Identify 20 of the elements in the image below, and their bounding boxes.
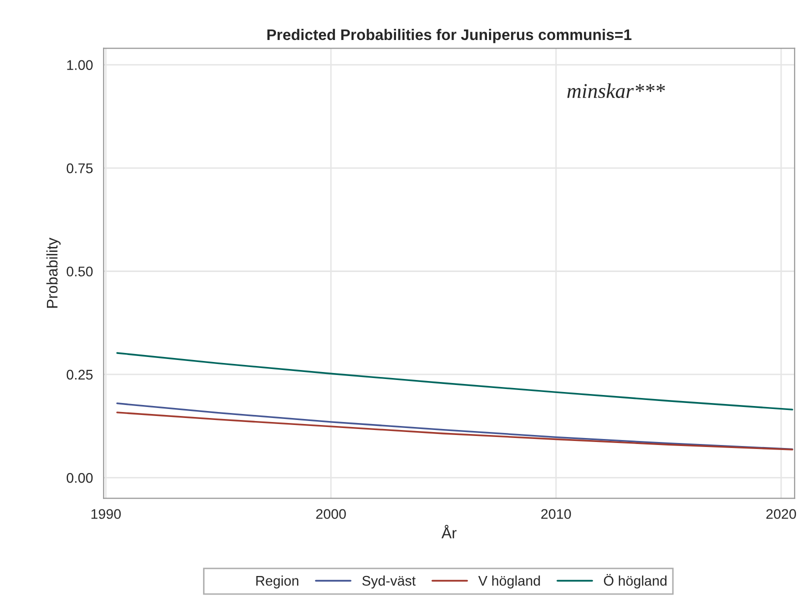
line-series [116, 402, 794, 450]
line-series [116, 412, 794, 450]
y-tick-label: 0.00 [66, 472, 93, 483]
line-series [116, 352, 794, 410]
annotation: minskar*** [567, 83, 665, 98]
y-tick-label: 0.75 [66, 163, 93, 174]
legend-title: Region [256, 576, 298, 588]
y-tick-label: 0.25 [66, 370, 93, 380]
y-tick-label: 0.50 [66, 266, 93, 276]
legend-label: V högland [478, 576, 540, 588]
chart-title: Predicted Probabilities for Juniperus communis=1 [267, 28, 632, 44]
y-tick-label: 1.00 [67, 60, 93, 70]
legend-label: Ö högland [604, 574, 666, 588]
y-axis-title: Probability [46, 238, 61, 308]
x-tick-label: 2010 [541, 509, 571, 519]
x-tick-label: 2020 [766, 509, 796, 519]
x-axis-title: År [442, 524, 456, 538]
x-tick-label: 2000 [316, 509, 346, 519]
x-tick-label: 1990 [91, 509, 121, 519]
legend-label: Syd-väst [362, 576, 416, 588]
